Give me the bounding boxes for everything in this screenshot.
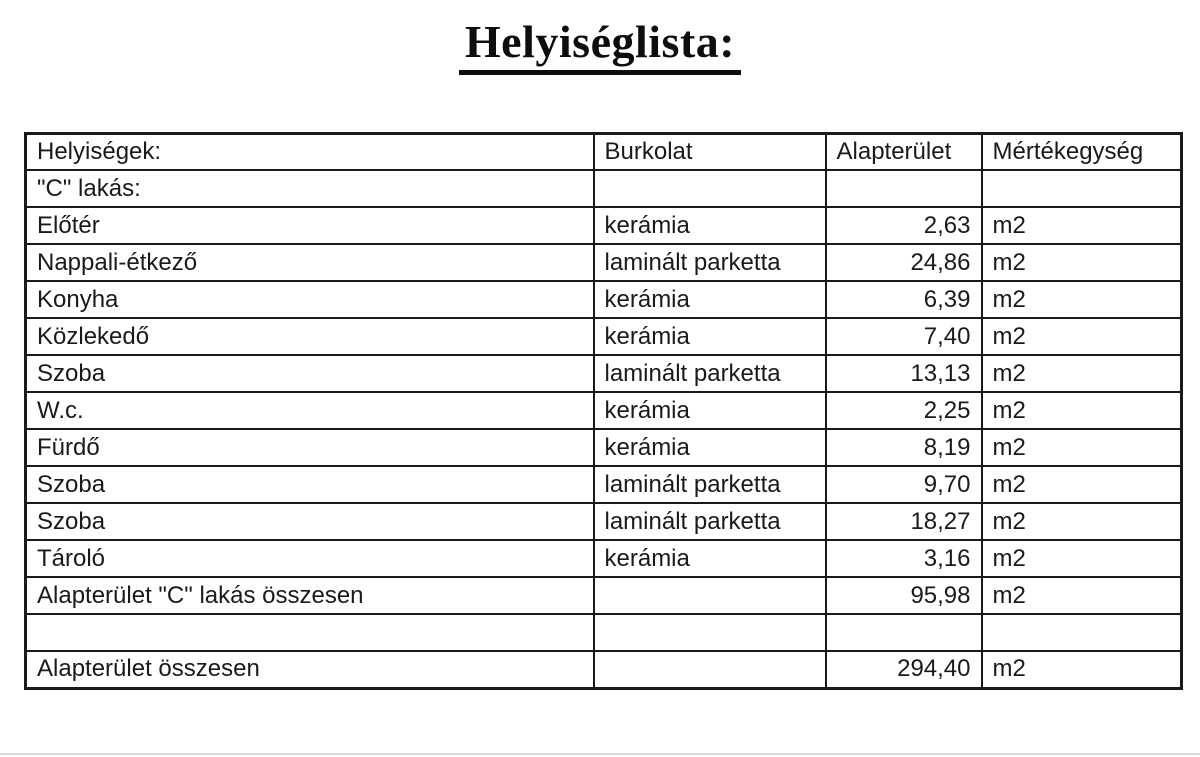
room-name-cell: Alapterület összesen: [24, 650, 595, 690]
unit-cell: [980, 169, 1183, 209]
room-name-cell: Előtér: [24, 206, 595, 246]
room-name-cell: Közlekedő: [24, 317, 595, 357]
room-name-cell: Konyha: [24, 280, 595, 320]
table-header: Helyiségek: Burkolat Alapterület Mértéke…: [24, 132, 1183, 172]
table-row: Alapterület "C" lakás összesen 95,98 m2: [24, 576, 1183, 616]
area-value-cell: 3,16: [824, 539, 983, 579]
unit-cell: m2: [980, 243, 1183, 283]
unit-cell: m2: [980, 317, 1183, 357]
room-name-cell: Nappali-étkező: [24, 243, 595, 283]
covering-cell: [592, 650, 827, 690]
covering-cell: kerámia: [592, 391, 827, 431]
area-value-cell: 2,63: [824, 206, 983, 246]
unit-cell: m2: [980, 502, 1183, 542]
room-name-cell: W.c.: [24, 391, 595, 431]
unit-cell: m2: [980, 465, 1183, 505]
room-name-cell: Fürdő: [24, 428, 595, 468]
covering-cell: kerámia: [592, 206, 827, 246]
column-header-floor-area: Alapterület: [824, 132, 983, 172]
covering-cell: kerámia: [592, 539, 827, 579]
page-title: Helyiséglista:: [458, 16, 742, 75]
covering-cell: laminált parketta: [592, 354, 827, 394]
unit-cell: m2: [980, 539, 1183, 579]
table-body: "C" lakás: Előtér kerámia 2,63 m2 Nappal…: [24, 169, 1183, 690]
room-name-cell: Szoba: [24, 465, 595, 505]
table-row: Konyha kerámia 6,39 m2: [24, 280, 1183, 320]
area-value-cell: 6,39: [824, 280, 983, 320]
unit-cell: m2: [980, 391, 1183, 431]
area-value-cell: [824, 169, 983, 209]
area-value-cell: 2,25: [824, 391, 983, 431]
covering-cell: kerámia: [592, 317, 827, 357]
room-name-cell: "C" lakás:: [24, 169, 595, 209]
unit-cell: m2: [980, 428, 1183, 468]
table-row: Szoba laminált parketta 13,13 m2: [24, 354, 1183, 394]
table-row: Tároló kerámia 3,16 m2: [24, 539, 1183, 579]
covering-cell: laminált parketta: [592, 243, 827, 283]
unit-cell: m2: [980, 576, 1183, 616]
unit-cell: m2: [980, 650, 1183, 690]
covering-cell: kerámia: [592, 280, 827, 320]
table-row: Szoba laminált parketta 9,70 m2: [24, 465, 1183, 505]
covering-cell: laminált parketta: [592, 465, 827, 505]
column-header-rooms: Helyiségek:: [24, 132, 595, 172]
title-section: Helyiséglista:: [0, 0, 1200, 75]
covering-cell: laminált parketta: [592, 502, 827, 542]
room-name-cell: Szoba: [24, 354, 595, 394]
room-name-cell: [24, 613, 595, 653]
area-value-cell: [824, 613, 983, 653]
room-name-cell: Alapterület "C" lakás összesen: [24, 576, 595, 616]
area-value-cell: 13,13: [824, 354, 983, 394]
area-value-cell: 9,70: [824, 465, 983, 505]
area-value-cell: 8,19: [824, 428, 983, 468]
column-header-unit: Mértékegység: [980, 132, 1183, 172]
area-value-cell: 7,40: [824, 317, 983, 357]
table-row: W.c. kerámia 2,25 m2: [24, 391, 1183, 431]
room-list-table: Helyiségek: Burkolat Alapterület Mértéke…: [24, 131, 1183, 690]
unit-cell: m2: [980, 206, 1183, 246]
area-value-cell: 18,27: [824, 502, 983, 542]
covering-cell: kerámia: [592, 428, 827, 468]
header-row: Helyiségek: Burkolat Alapterület Mértéke…: [24, 132, 1183, 172]
unit-cell: m2: [980, 280, 1183, 320]
unit-cell: [980, 613, 1183, 653]
column-header-covering: Burkolat: [592, 132, 827, 172]
table-row: [24, 613, 1183, 653]
scan-artifact-line: [0, 753, 1200, 755]
room-name-cell: Szoba: [24, 502, 595, 542]
table-row: Szoba laminált parketta 18,27 m2: [24, 502, 1183, 542]
table-row: Fürdő kerámia 8,19 m2: [24, 428, 1183, 468]
unit-cell: m2: [980, 354, 1183, 394]
covering-cell: [592, 576, 827, 616]
area-value-cell: 24,86: [824, 243, 983, 283]
table-row: Nappali-étkező laminált parketta 24,86 m…: [24, 243, 1183, 283]
covering-cell: [592, 169, 827, 209]
area-value-cell: 95,98: [824, 576, 983, 616]
table-row: "C" lakás:: [24, 169, 1183, 209]
table-row: Közlekedő kerámia 7,40 m2: [24, 317, 1183, 357]
area-value-cell: 294,40: [824, 650, 983, 690]
table-row: Alapterület összesen 294,40 m2: [24, 650, 1183, 690]
table-row: Előtér kerámia 2,63 m2: [24, 206, 1183, 246]
covering-cell: [592, 613, 827, 653]
room-name-cell: Tároló: [24, 539, 595, 579]
